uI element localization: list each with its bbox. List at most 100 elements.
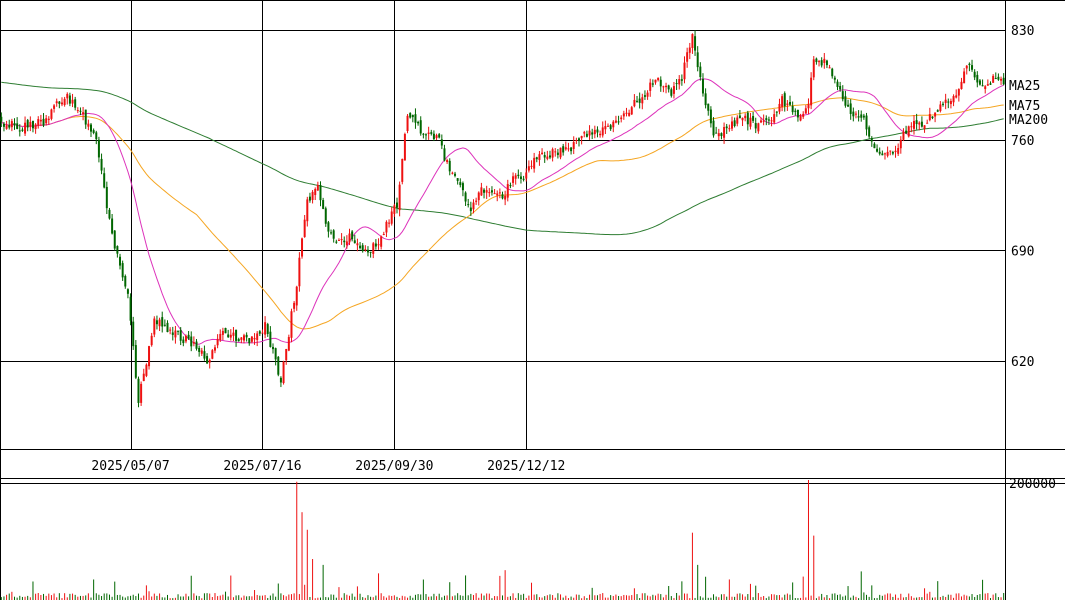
candle-body bbox=[87, 123, 90, 127]
candle-body bbox=[134, 345, 137, 378]
candle-body bbox=[559, 147, 562, 158]
candle-body bbox=[857, 116, 860, 118]
ma75-label: MA75 bbox=[1009, 99, 1040, 114]
candle-body bbox=[588, 130, 591, 136]
candle-body bbox=[918, 122, 921, 125]
candle-body bbox=[414, 114, 417, 123]
candle-body bbox=[430, 132, 433, 134]
candle-body bbox=[965, 65, 968, 69]
candle-body bbox=[812, 59, 815, 78]
candle-body bbox=[546, 156, 549, 159]
candle-body bbox=[113, 230, 116, 249]
volume-bar bbox=[560, 594, 562, 600]
candle-body bbox=[206, 356, 209, 364]
volume-bar bbox=[35, 593, 37, 600]
volume-bar bbox=[190, 575, 192, 600]
volume-bar bbox=[531, 582, 533, 600]
volume-bar bbox=[596, 595, 598, 600]
candle-body bbox=[198, 347, 201, 352]
candle-body bbox=[633, 99, 636, 107]
volume-bar bbox=[731, 596, 733, 600]
candle-body bbox=[179, 330, 182, 341]
volume-bar bbox=[744, 596, 746, 600]
volume-bar bbox=[309, 597, 311, 600]
volume-bar bbox=[953, 597, 955, 600]
candle-body bbox=[105, 186, 108, 209]
candle-body bbox=[564, 147, 567, 150]
volume-bar bbox=[137, 593, 139, 600]
candle-body bbox=[192, 342, 195, 344]
volume-bar bbox=[739, 593, 741, 600]
candle-body bbox=[968, 63, 971, 65]
candle-body bbox=[688, 47, 691, 53]
volume-bar bbox=[21, 596, 23, 600]
candle-body bbox=[955, 95, 958, 98]
candle-body bbox=[612, 121, 615, 128]
price-tick-label: 690 bbox=[1011, 244, 1034, 259]
volume-bar bbox=[72, 593, 74, 600]
volume-bar bbox=[871, 585, 873, 600]
candle-body bbox=[124, 276, 127, 287]
ma200-line bbox=[1, 81, 1004, 236]
candle-body bbox=[607, 125, 610, 127]
candle-body bbox=[783, 93, 786, 107]
volume-bar bbox=[240, 597, 242, 600]
volume-bar bbox=[749, 583, 751, 600]
volume-tick-label: 200000 bbox=[1009, 477, 1056, 492]
volume-bar bbox=[831, 593, 833, 600]
candle-body bbox=[261, 332, 264, 334]
volume-bar bbox=[523, 593, 525, 600]
candle-body bbox=[395, 202, 398, 208]
volume-bar bbox=[752, 597, 754, 600]
volume-bar bbox=[966, 595, 968, 600]
candle-body bbox=[166, 322, 169, 333]
volume-bar bbox=[430, 596, 432, 600]
volume-bar bbox=[623, 594, 625, 600]
candle-body bbox=[733, 120, 736, 126]
candle-body bbox=[37, 119, 40, 126]
candle-body bbox=[841, 91, 844, 100]
volume-bar bbox=[457, 593, 459, 600]
volume-bar bbox=[122, 596, 124, 600]
volume-bar bbox=[552, 595, 554, 600]
candle-body bbox=[53, 105, 56, 109]
volume-bar bbox=[607, 597, 609, 600]
volume-bar bbox=[370, 596, 372, 600]
candle-body bbox=[29, 121, 32, 128]
candle-body bbox=[464, 192, 467, 202]
candle-body bbox=[345, 241, 348, 246]
volume-bar bbox=[660, 594, 662, 600]
candle-body bbox=[638, 98, 641, 103]
volume-bar bbox=[502, 595, 503, 600]
candle-body bbox=[519, 176, 522, 179]
volume-bar bbox=[515, 597, 517, 600]
volume-bar bbox=[826, 595, 828, 600]
volume-bar bbox=[639, 598, 641, 600]
volume-bar bbox=[79, 595, 81, 600]
volume-bar bbox=[520, 594, 522, 600]
volume-bar bbox=[786, 593, 788, 600]
volume-bar bbox=[805, 597, 807, 600]
volume-bar bbox=[209, 593, 211, 600]
volume-bar bbox=[602, 593, 604, 600]
volume-bar bbox=[106, 593, 108, 600]
volume-bar bbox=[924, 588, 926, 600]
candle-body bbox=[417, 121, 420, 124]
candle-body bbox=[691, 34, 694, 49]
candle-body bbox=[628, 112, 631, 116]
candle-body bbox=[10, 121, 13, 128]
candle-body bbox=[240, 337, 243, 340]
candle-body bbox=[55, 101, 58, 104]
volume-bar bbox=[438, 593, 440, 600]
candle-body bbox=[672, 86, 675, 94]
candle-body bbox=[715, 132, 718, 134]
candle-body bbox=[957, 89, 960, 96]
candle-body bbox=[878, 151, 881, 154]
candle-body bbox=[71, 99, 74, 104]
volume-bar bbox=[333, 594, 335, 600]
volume-bar bbox=[251, 596, 253, 600]
volume-bar bbox=[230, 575, 232, 600]
volume-bar bbox=[997, 597, 999, 600]
volume-bar bbox=[631, 595, 633, 600]
volume-bar bbox=[847, 586, 849, 600]
